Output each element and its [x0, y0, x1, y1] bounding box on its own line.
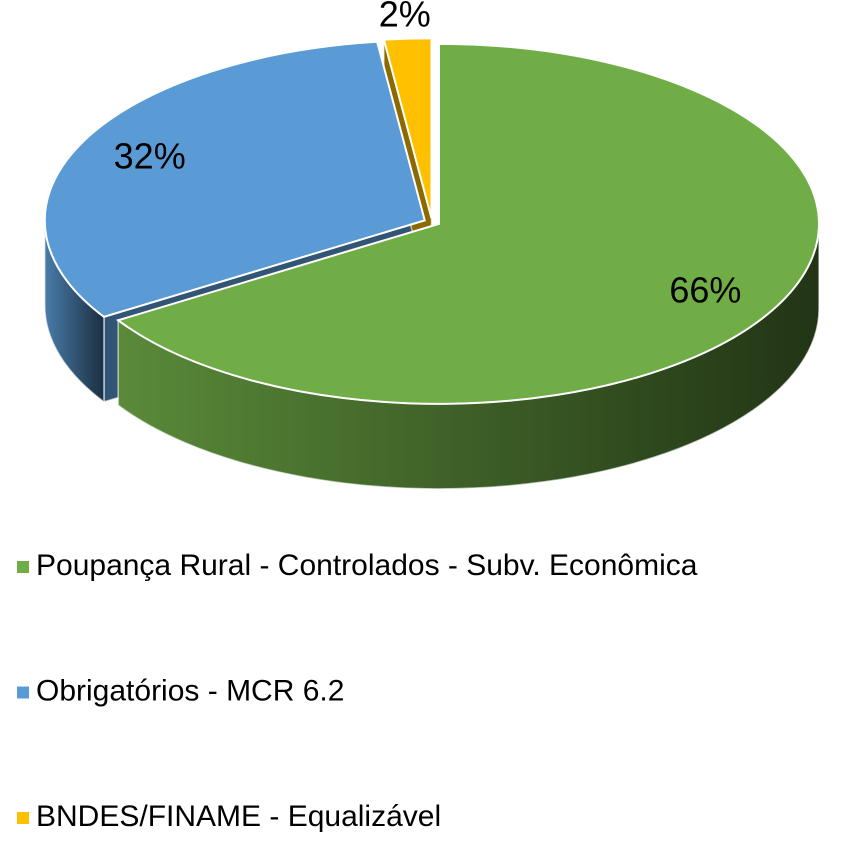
data-label: 2% [379, 0, 431, 35]
pie-slice [115, 42, 821, 405]
data-label: 66% [669, 270, 741, 311]
pie-slice [382, 37, 433, 219]
pie-tops [43, 37, 821, 405]
data-label: 32% [114, 136, 186, 177]
pie-slice [43, 40, 426, 318]
legend-swatch [17, 686, 29, 699]
data-labels: 66% 32% 2% [114, 0, 742, 311]
legend-swatch [17, 812, 29, 824]
legend-label: Obrigatórios - MCR 6.2 [36, 674, 344, 707]
legend-swatch [17, 561, 29, 573]
legend: Poupança Rural - Controlados - Subv. Eco… [17, 549, 698, 833]
legend-label: BNDES/FINAME - Equalizável [36, 800, 441, 833]
legend-label: Poupança Rural - Controlados - Subv. Eco… [36, 549, 698, 582]
